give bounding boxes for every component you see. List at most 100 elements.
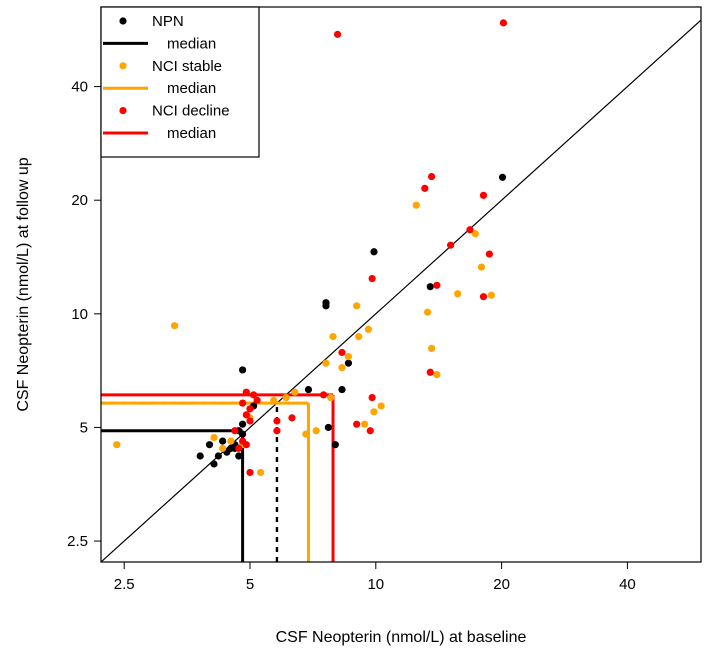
nci-stable-point	[327, 393, 335, 402]
npn-point	[324, 423, 332, 432]
nci-stable-point	[219, 444, 227, 452]
npn-point	[238, 366, 247, 374]
legend: NPN median NCI stable median NCI decline medi…	[100, 6, 260, 158]
nci-stable-point	[256, 468, 265, 477]
nci-decline-point	[242, 441, 250, 449]
legend-marker	[119, 62, 127, 70]
npn-point	[331, 441, 339, 449]
nci-decline-point	[368, 274, 376, 283]
legend-marker	[119, 107, 127, 115]
nci-decline-point	[273, 427, 281, 435]
x-tick-label: 40	[619, 576, 636, 593]
y-tick-label: 2.5	[67, 533, 88, 550]
nci-decline-point	[499, 19, 508, 27]
nci-decline-point	[426, 368, 434, 376]
nci-stable-point	[355, 333, 363, 341]
x-tick-label: 10	[367, 576, 384, 593]
tick-layer: 2.5 5 10 20 40 2.5 5 10 20 40	[67, 79, 636, 593]
nci-stable-point	[433, 371, 441, 379]
y-tick-label: 20	[71, 192, 88, 209]
nci-decline-point	[246, 468, 254, 477]
nci-decline-point	[485, 250, 494, 258]
y-tick-label: 40	[71, 79, 88, 96]
legend-label: median	[167, 35, 216, 52]
legend-label: median	[167, 125, 216, 142]
nci-stable-point	[487, 291, 495, 299]
npn-point	[238, 430, 247, 438]
nci-decline-point	[447, 241, 455, 249]
legend-marker	[119, 17, 127, 25]
nci-decline-point	[246, 405, 254, 413]
nci-decline-point	[246, 417, 254, 425]
nci-stable-point	[113, 441, 121, 449]
y-tick-label: 5	[80, 419, 88, 436]
identity-line	[101, 19, 701, 562]
nci-decline-point	[238, 399, 247, 407]
nci-decline-point	[273, 417, 281, 425]
nci-decline-point	[368, 393, 376, 402]
npn-point	[205, 441, 214, 449]
npn-point	[214, 452, 222, 460]
nci-decline-point	[433, 281, 441, 289]
nci-decline-point	[428, 172, 436, 181]
npn-point	[426, 283, 434, 291]
nci-stable-point	[210, 433, 218, 442]
nci-decline-point	[466, 226, 474, 234]
nci-decline-point	[479, 191, 488, 199]
npn-point	[338, 385, 346, 394]
nci-decline-point	[242, 388, 250, 396]
nci-stable-point	[360, 420, 369, 428]
data-layer	[101, 19, 701, 562]
nci-stable-point	[471, 230, 479, 238]
nci-stable-point	[454, 290, 462, 298]
npn-point	[322, 299, 330, 307]
plot-area	[101, 19, 701, 562]
nci-stable-point	[270, 396, 278, 404]
npn-point	[235, 452, 243, 460]
nci-stable-point	[312, 427, 320, 435]
legend-label: NCI stable	[152, 58, 222, 75]
npn-point	[196, 452, 204, 460]
nci-decline-point	[235, 444, 243, 452]
nci-stable-point	[364, 325, 372, 333]
npn-point	[370, 248, 378, 256]
nci-stable-point	[302, 430, 310, 438]
x-axis-title: CSF Neopterin (nmol/L) at baseline	[276, 629, 527, 646]
npn-point	[238, 420, 247, 428]
nci-decline-point	[366, 427, 374, 435]
nci-decline-point	[338, 348, 346, 357]
nci-stable-point	[477, 263, 486, 271]
nci-stable-point	[338, 364, 346, 372]
npn-point	[219, 437, 227, 445]
nci-stable-point	[428, 344, 436, 352]
nci-decline-point	[249, 391, 258, 399]
nci-stable-point	[423, 308, 432, 316]
nci-decline-point	[479, 293, 488, 301]
npn-point	[344, 359, 353, 367]
nci-stable-point	[322, 359, 330, 367]
nci-decline-point	[231, 427, 239, 435]
nci-decline-point	[253, 396, 261, 404]
nci-stable-point	[282, 393, 290, 402]
nci-decline-point	[242, 411, 250, 419]
npn-point	[210, 460, 218, 468]
plot-frame	[100, 6, 702, 563]
nci-stable-point	[370, 408, 378, 416]
nci-stable-point	[353, 302, 361, 310]
nci-stable-point	[170, 322, 179, 330]
y-axis-title: CSF Neopterin (nmol/L) at follow up	[15, 157, 32, 411]
x-tick-label: 2.5	[114, 576, 135, 593]
nci-stable-point	[377, 402, 385, 410]
nci-decline-point	[353, 420, 361, 428]
npn-point	[304, 385, 313, 394]
nci-decline-point	[333, 30, 342, 38]
nci-decline-point	[421, 184, 429, 192]
nci-decline-point	[288, 414, 296, 422]
y-tick-label: 10	[71, 306, 88, 323]
nci-stable-point	[291, 388, 299, 396]
nci-stable-point	[344, 353, 353, 361]
npn-point	[498, 173, 507, 181]
nci-stable-point	[227, 437, 235, 445]
nci-stable-point	[329, 333, 337, 341]
